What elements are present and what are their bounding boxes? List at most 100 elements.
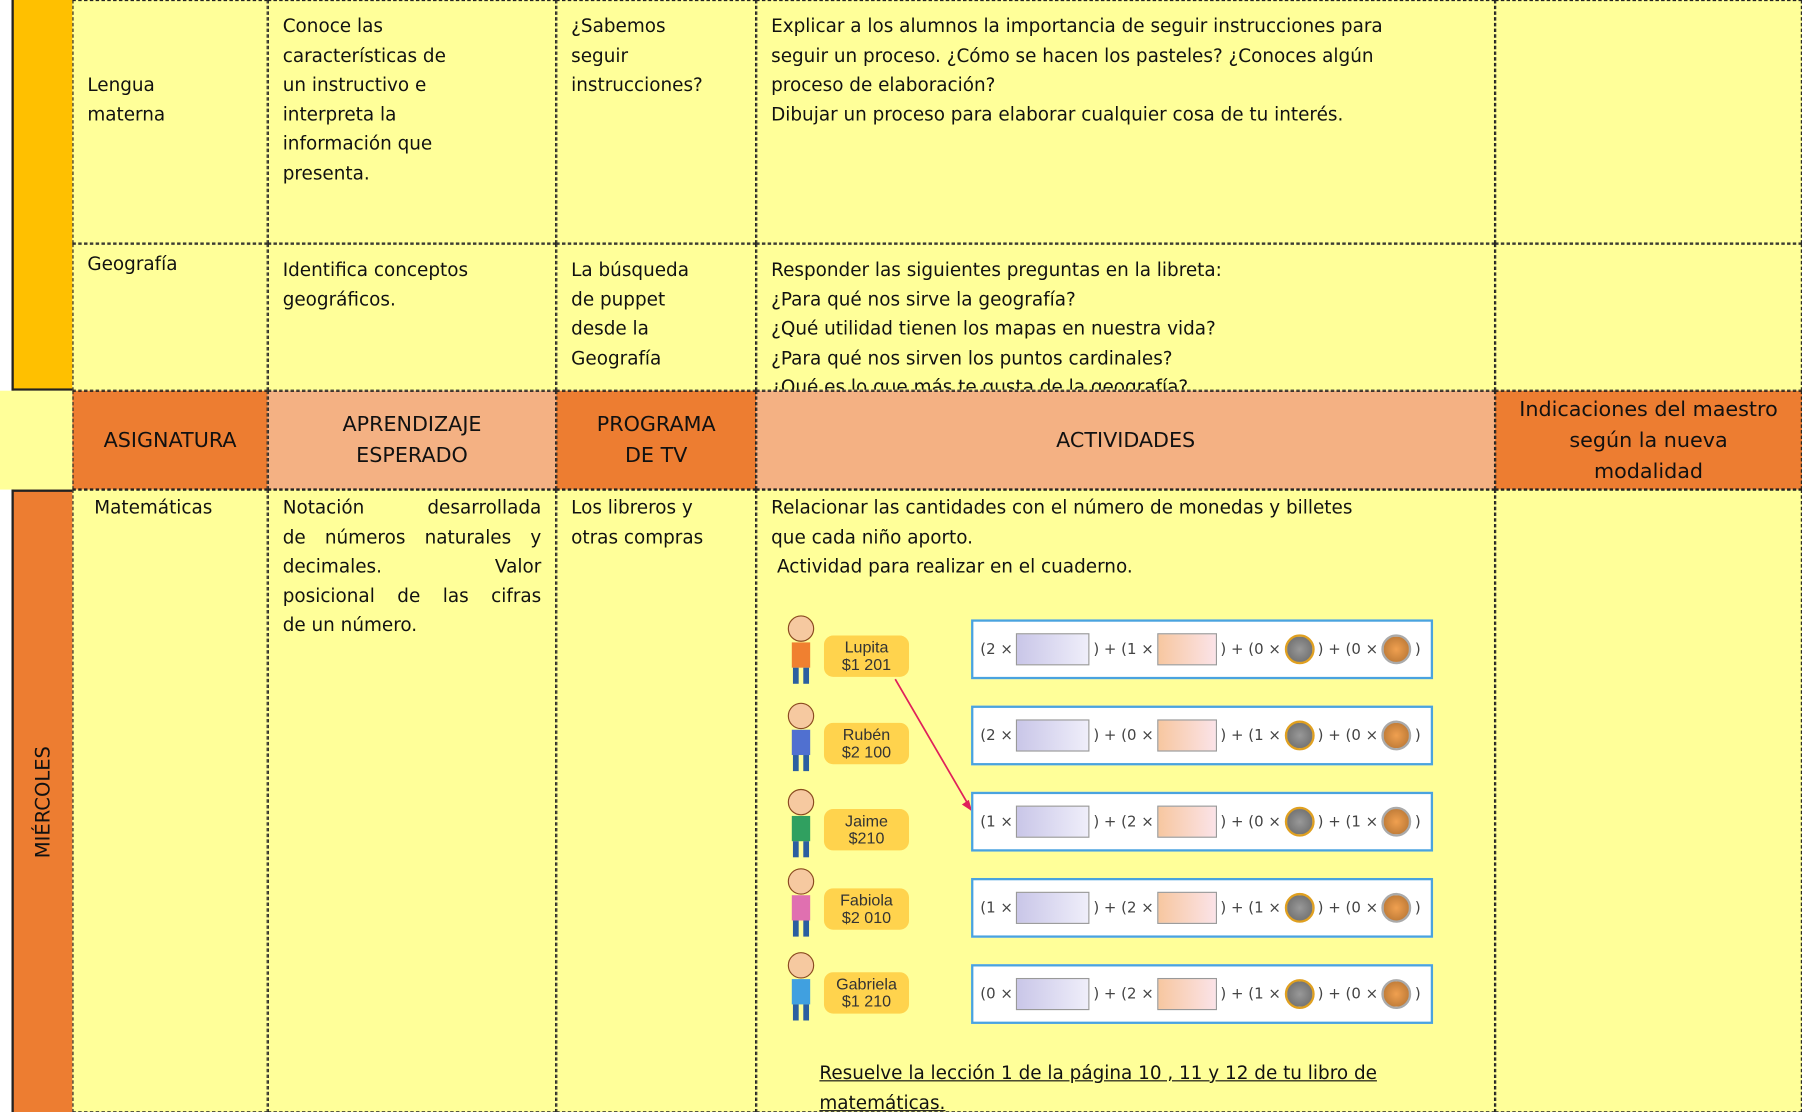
equation-term: (1 × [980, 813, 1013, 831]
equation-box: (1 ×) + (2 ×) + (0 ×) + (1 ×) [971, 791, 1434, 852]
activities-cell: Relacionar las cantidades con el número … [756, 489, 1496, 1112]
child-name: Lupita [844, 637, 889, 657]
learning-line: presenta. [282, 161, 370, 184]
activities-line: que cada niño aporto. [771, 525, 973, 548]
subject-line: Geografía [87, 252, 178, 275]
learning-line: decimales. Valor [282, 555, 542, 577]
equation-term: ) + (0 × [1317, 640, 1379, 658]
equation-term: (2 × [980, 726, 1013, 745]
child-figure [787, 952, 815, 1021]
activities-cell: Responder las siguientes preguntas en la… [756, 243, 1496, 391]
equation-term: ) [1414, 899, 1421, 917]
equation-term: ) + (2 × [1093, 813, 1154, 831]
learning-line: interpreta la [282, 102, 397, 125]
child-tag: Gabriela $1 210 [823, 972, 910, 1014]
money-icon [1381, 720, 1412, 751]
money-icon [1016, 805, 1090, 838]
header-text: APRENDIZAJE [342, 412, 482, 437]
tv-cell: La búsqueda de puppet desde la Geografía [556, 243, 757, 391]
match-arrow [894, 678, 973, 812]
footer-line: Resuelve la lección 1 de la página 10 , … [819, 1061, 1377, 1084]
child-tag: Rubén $2 100 [823, 722, 910, 765]
tv-program-line: seguir [571, 44, 629, 67]
money-icon [1157, 977, 1217, 1011]
activities-line: ¿Qué utilidad tienen los mapas en nuestr… [771, 317, 1216, 340]
money-icon [1284, 892, 1315, 923]
tv-program-line: otras compras [571, 525, 704, 548]
child-amount: $2 100 [841, 742, 892, 761]
equation-term: ) + (1 × [1220, 726, 1281, 745]
learning-line: información que [282, 132, 433, 154]
activities-line: ¿Para qué nos sirven los puntos cardinal… [771, 346, 1173, 369]
header-text: Indicaciones del maestro [1519, 397, 1778, 422]
activities: Explicar a los alumnos la importancia de… [757, 1, 1494, 129]
money-icon [1157, 633, 1217, 666]
equation-term: ) + (0 × [1317, 985, 1379, 1003]
learning-line: de números naturales y [282, 525, 542, 548]
tv-program: La búsqueda de puppet desde la Geografía [557, 245, 755, 373]
activities-cell: Explicar a los alumnos la importancia de… [756, 0, 1496, 244]
money-icon [1157, 719, 1217, 752]
tv-program-line: instrucciones? [571, 73, 703, 96]
learning-line: Conoce las [282, 14, 383, 37]
child-name: Rubén [842, 725, 891, 744]
learning-line: posicional de las cifras [282, 584, 542, 607]
money-icon [1016, 633, 1090, 666]
learning-cell: Notación desarrollada de números naturale… [267, 489, 557, 1112]
money-icon [1016, 719, 1090, 752]
tv-program-line: desde la [571, 317, 649, 340]
equation-term: (0 × [980, 985, 1013, 1003]
tv-program-line: ¿Sabemos [571, 14, 666, 37]
equation-box: (0 ×) + (2 ×) + (1 ×) + (0 ×) [971, 964, 1434, 1024]
child-amount: $210 [848, 828, 885, 847]
activities: Responder las siguientes preguntas en la… [757, 245, 1494, 390]
child-tag: Jaime $210 [823, 809, 910, 851]
money-icon [1381, 806, 1412, 837]
footer-note: Resuelve la lección 1 de la página 10 , … [819, 1058, 1486, 1111]
money-icon [1284, 720, 1315, 751]
child-amount: $1 210 [841, 991, 892, 1011]
child-amount: $2 010 [841, 907, 892, 927]
child-figure [787, 868, 815, 937]
header-text: ESPERADO [356, 443, 468, 468]
activities-line: Dibujar un proceso para elaborar cualqui… [771, 102, 1344, 125]
tv-program-line: Geografía [571, 346, 662, 369]
equation-term: ) + (1 × [1093, 640, 1154, 658]
equation-term: ) [1414, 813, 1421, 831]
child-name: Fabiola [840, 890, 893, 910]
equation-term: ) + (2 × [1093, 899, 1154, 917]
equation-box: (1 ×) + (2 ×) + (1 ×) + (0 ×) [971, 877, 1434, 938]
notes-cell [1495, 243, 1802, 391]
tv-cell: Los libreros y otras compras [556, 489, 757, 1112]
equation-term: ) + (2 × [1093, 985, 1154, 1003]
subject: Geografía [74, 245, 267, 283]
subject-cell: Matemáticas [72, 489, 268, 1112]
header-cell: Indicaciones del maestro según la nueva mo… [1495, 390, 1802, 490]
header-text: ACTIVIDADES [1056, 428, 1196, 453]
money-icon [1381, 979, 1412, 1009]
header-spacer [0, 390, 73, 490]
subject-cell: Geografía [72, 243, 268, 391]
equation-term: ) + (0 × [1317, 899, 1379, 917]
tv-program: Los libreros y otras compras [557, 491, 755, 554]
learning-line: de un número. [282, 613, 418, 636]
child-tag: Lupita $1 201 [823, 635, 910, 677]
subject: Lengua materna [74, 1, 267, 129]
money-icon [1016, 891, 1090, 924]
learning-line: Identifica conceptos [282, 258, 469, 281]
learning: Notación desarrollada de números naturale… [269, 491, 555, 642]
money-icon [1284, 979, 1315, 1009]
money-icon [1157, 805, 1217, 838]
money-icon [1284, 806, 1315, 837]
day-cell [11, 0, 73, 391]
equation-term: ) + (0 × [1220, 813, 1281, 831]
day-label: MIÉRCOLES [32, 746, 56, 859]
header-cell: APRENDIZAJE ESPERADO [267, 390, 557, 490]
child-figure [787, 702, 815, 772]
tv-cell: ¿Sabemos seguir instrucciones? [556, 0, 757, 244]
day-cell: MIÉRCOLES [11, 489, 73, 1112]
activities-line: Relacionar las cantidades con el número … [771, 496, 1353, 519]
equation-term: ) [1414, 640, 1421, 658]
learning-line: geográficos. [282, 287, 396, 310]
equation-box: (2 ×) + (0 ×) + (1 ×) + (0 ×) [971, 705, 1434, 766]
